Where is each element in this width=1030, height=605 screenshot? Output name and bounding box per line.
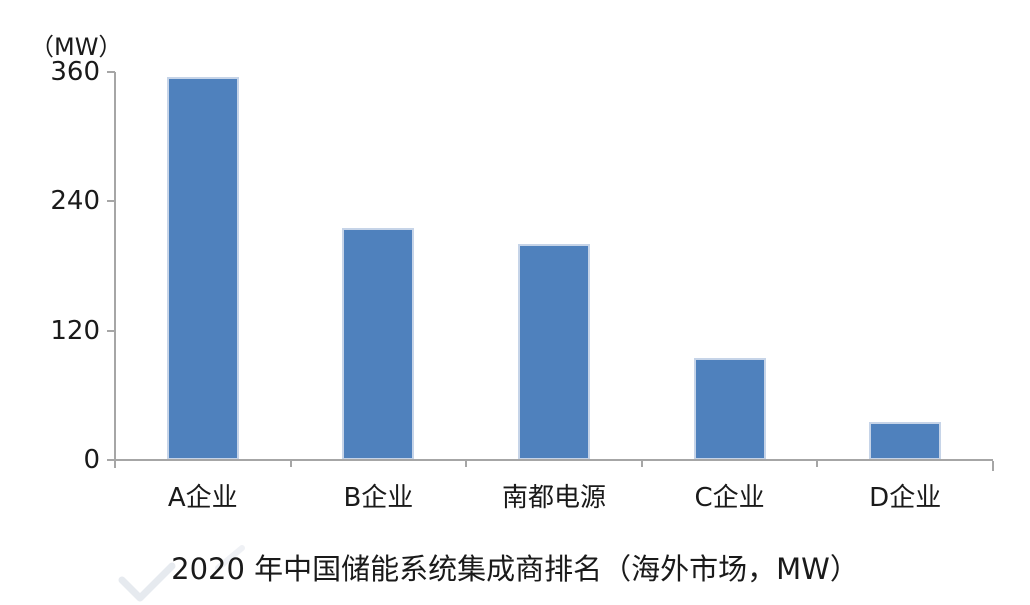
category-tick-mark [640, 461, 643, 467]
y-axis-line [114, 72, 116, 468]
bar [166, 77, 239, 460]
category-label: 南都电源 [501, 483, 606, 513]
chart-title: 2020 年中国储能系统集成商排名（海外市场，MW） [171, 552, 859, 586]
bar [342, 228, 415, 460]
y-tick-label: 240 [50, 186, 100, 217]
category-label: B企业 [343, 483, 414, 513]
y-tick-mark [107, 71, 115, 73]
y-tick-label: 360 [50, 57, 100, 87]
category-tick-mark [816, 461, 819, 467]
category-tick-mark [465, 461, 468, 467]
category-label: C企业 [694, 483, 765, 513]
bar [693, 357, 766, 460]
category-label: A企业 [167, 483, 238, 513]
x-axis-end-tick [992, 461, 994, 471]
y-tick-label: 0 [83, 445, 100, 475]
y-tick-label: 120 [50, 315, 100, 346]
y-axis-unit-label: （MW） [30, 33, 123, 61]
x-axis-line [107, 459, 993, 461]
y-tick-mark [107, 200, 115, 203]
watermark-swoosh [118, 545, 245, 602]
y-tick-mark [107, 329, 115, 332]
bar [869, 422, 942, 460]
bar [518, 244, 590, 460]
category-tick-mark [289, 461, 292, 467]
category-label: D企业 [869, 483, 942, 513]
